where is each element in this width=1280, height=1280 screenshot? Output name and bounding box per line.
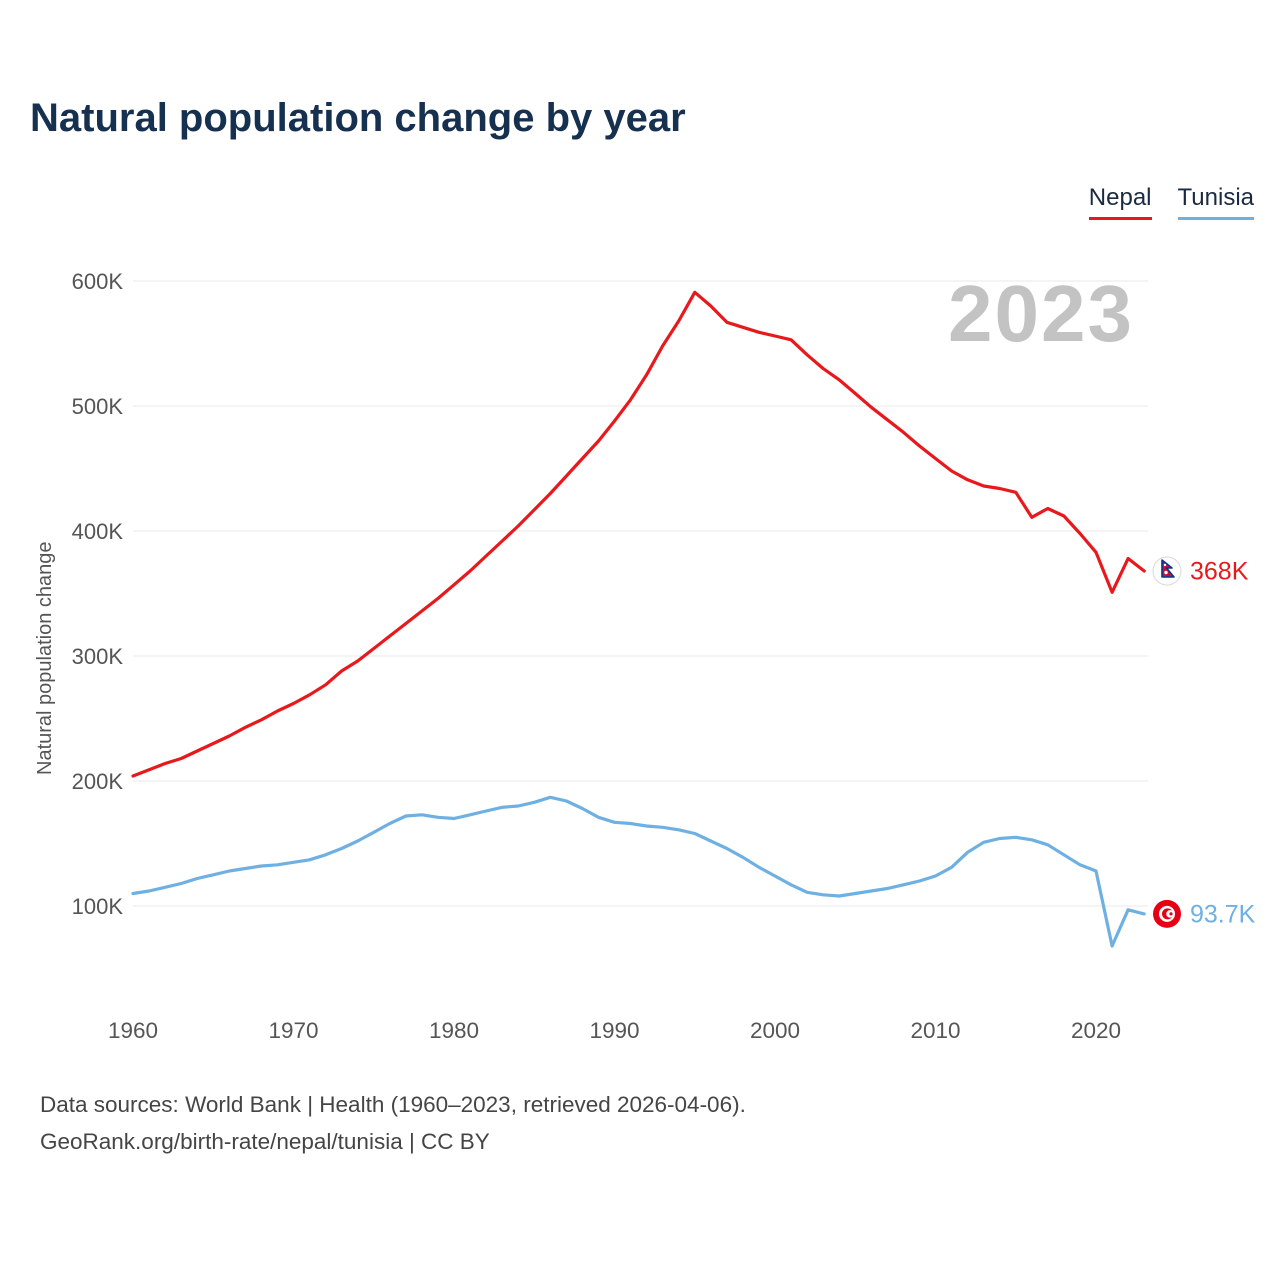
legend-item-tunisia[interactable]: Tunisia	[1177, 184, 1254, 220]
x-tick-label: 2000	[750, 1018, 800, 1043]
x-tick-label: 2010	[910, 1018, 960, 1043]
footer-sources: Data sources: World Bank | Health (1960–…	[40, 1092, 746, 1117]
x-tick-label: 1990	[589, 1018, 639, 1043]
x-tick-label: 1960	[108, 1018, 158, 1043]
legend: Nepal Tunisia	[1088, 184, 1254, 220]
end-value-label-tunisia: 93.7K	[1190, 900, 1256, 928]
tunisia-flag-icon	[1153, 899, 1181, 928]
y-tick-label: 400K	[72, 519, 124, 544]
footer-attribution: GeoRank.org/birth-rate/nepal/tunisia | C…	[40, 1129, 490, 1154]
y-tick-label: 500K	[72, 394, 124, 419]
y-tick-label: 300K	[72, 644, 124, 669]
y-tick-label: 600K	[72, 269, 124, 294]
year-watermark: 2023	[948, 269, 1134, 358]
series-line-tunisia[interactable]	[131, 795, 1146, 948]
footer: Data sources: World Bank | Health (1960–…	[40, 1086, 746, 1160]
x-tick-label: 1970	[268, 1018, 318, 1043]
end-value-label-nepal: 368K	[1190, 558, 1249, 586]
y-tick-label: 200K	[72, 769, 124, 794]
y-tick-label: 100K	[72, 894, 124, 919]
x-tick-label: 1980	[429, 1018, 479, 1043]
page-title: Natural population change by year	[30, 96, 686, 140]
legend-item-nepal[interactable]: Nepal	[1088, 184, 1152, 220]
nepal-flag-icon	[1152, 556, 1182, 586]
x-tick-label: 2020	[1071, 1018, 1121, 1043]
series-line-nepal[interactable]	[131, 290, 1146, 778]
